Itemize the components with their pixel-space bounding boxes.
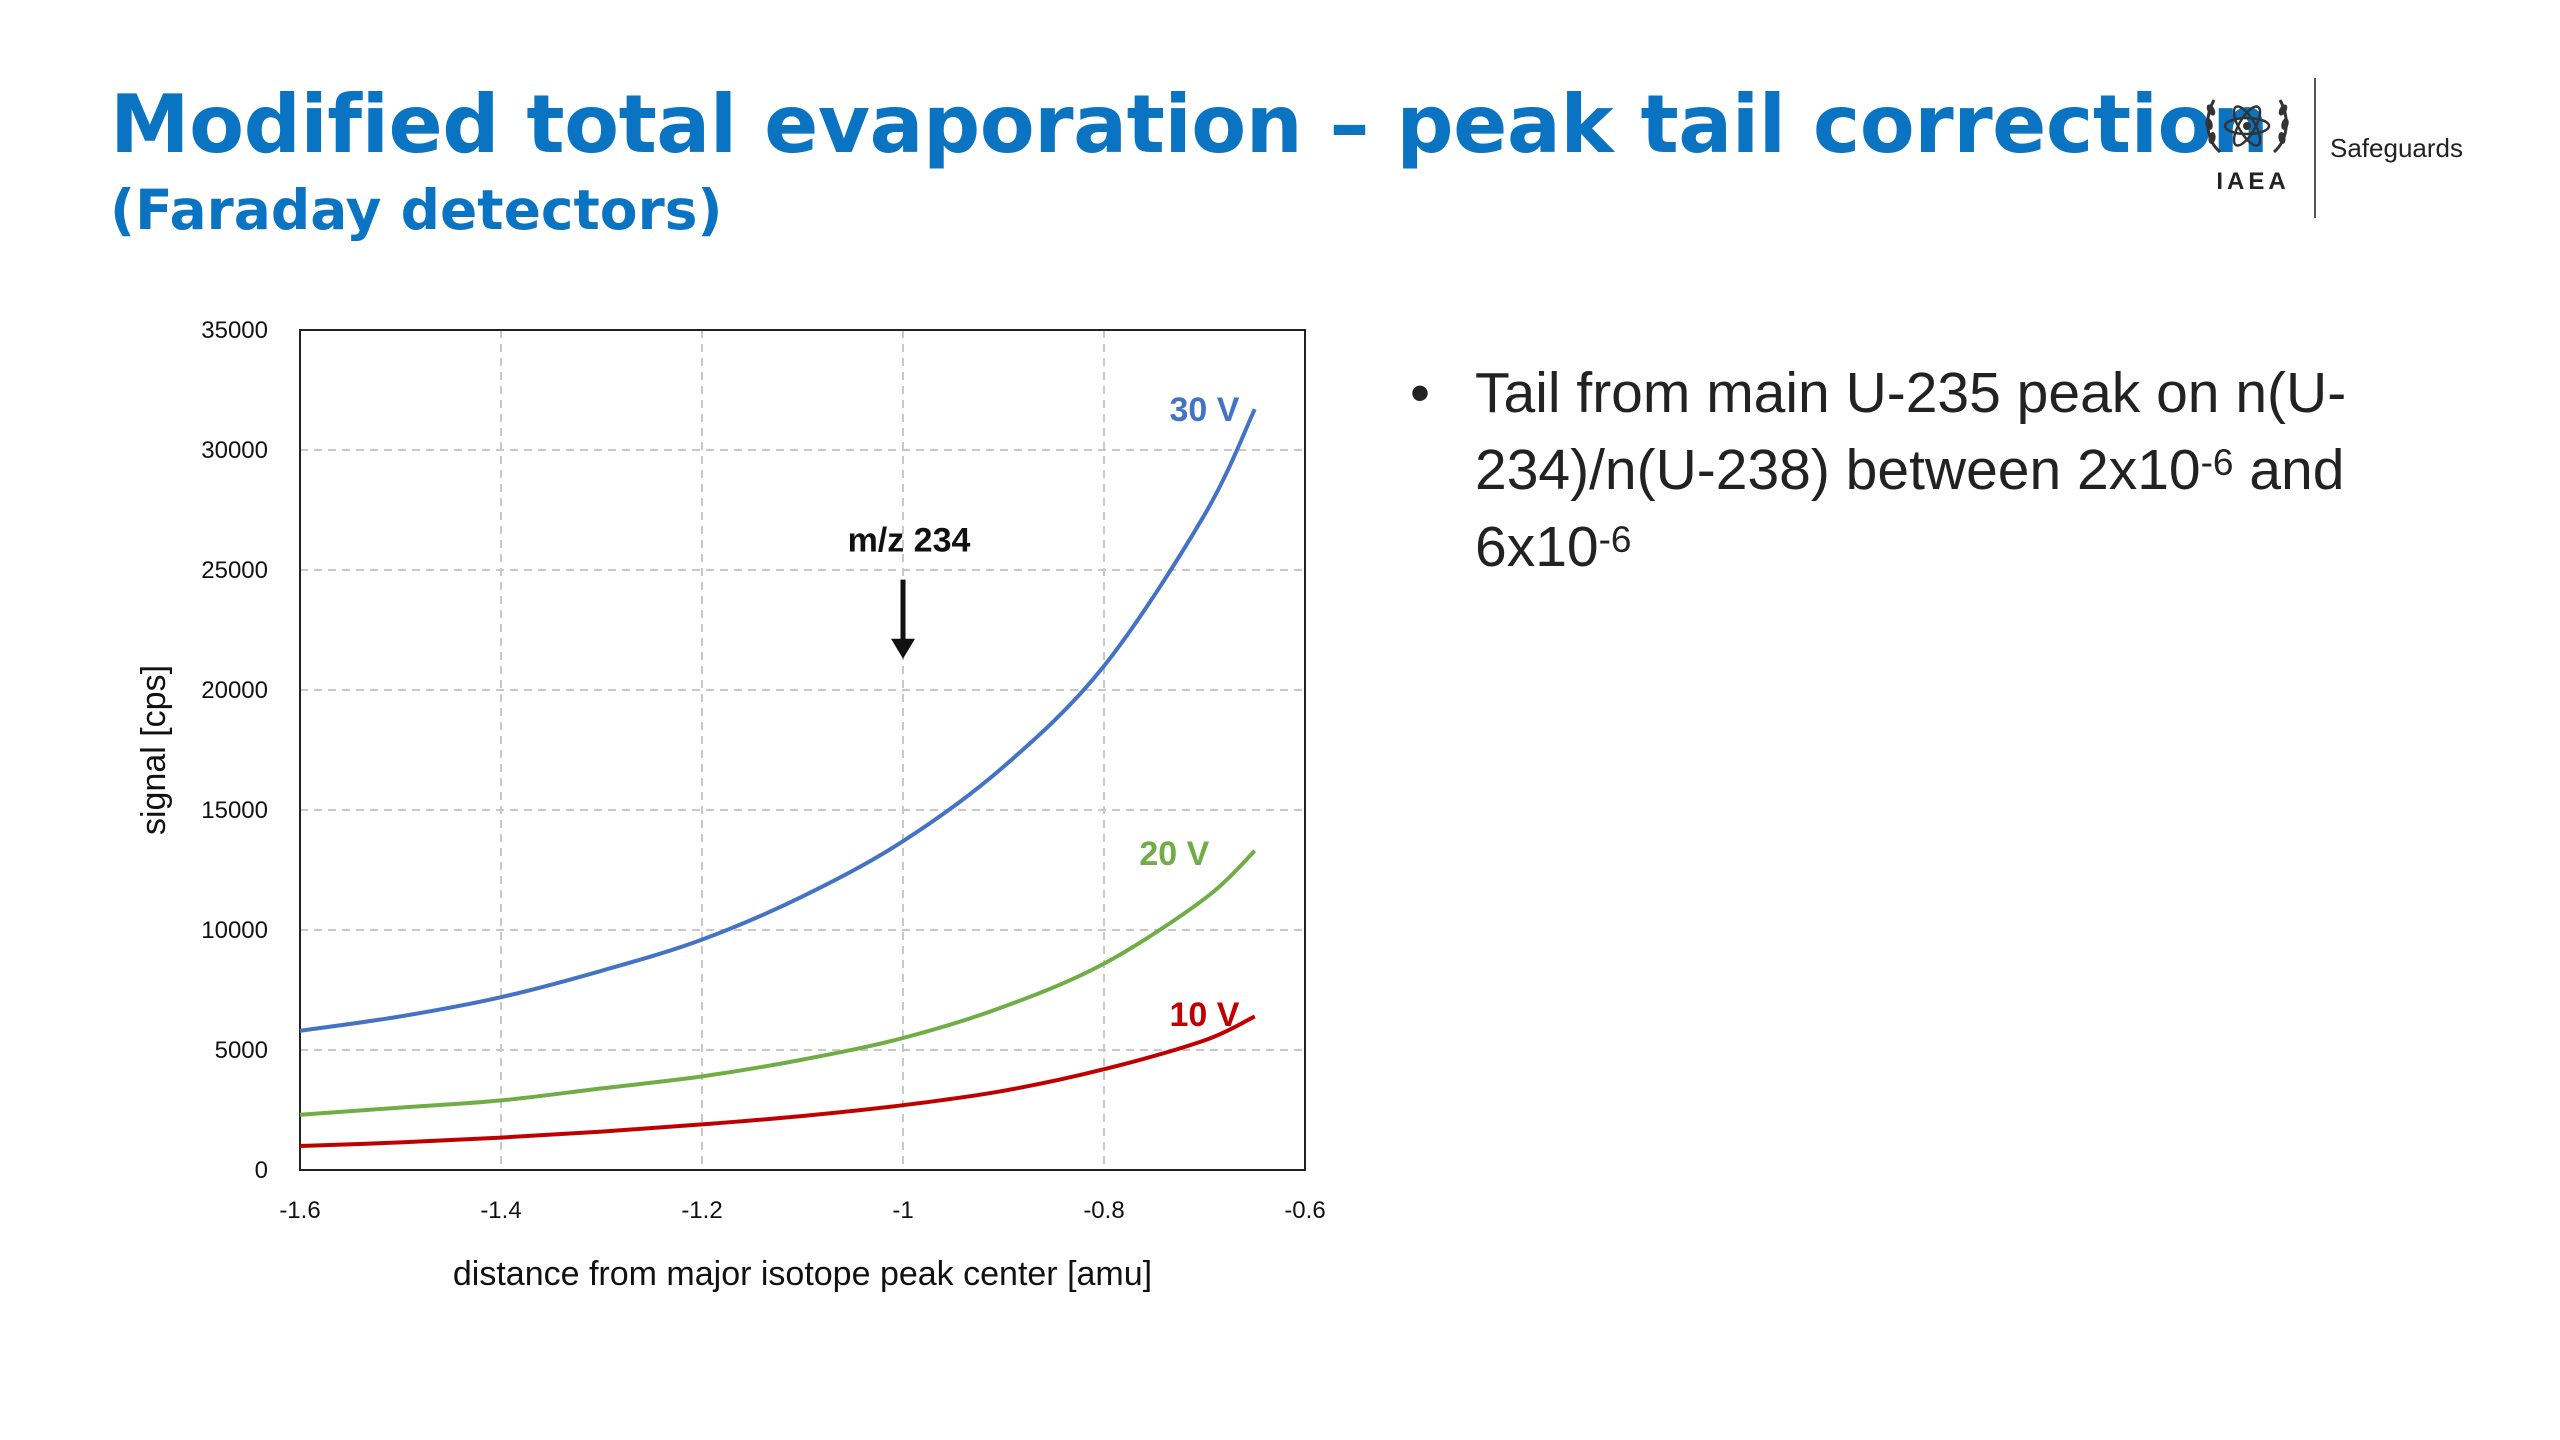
x-axis-label: distance from major isotope peak center … — [453, 1255, 1152, 1293]
y-tick-label: 0 — [255, 1157, 268, 1184]
y-tick-label: 30000 — [201, 437, 268, 464]
iaea-label: IAEA — [2216, 168, 2290, 195]
chart-gridlines — [299, 329, 1306, 1171]
superscript-exponent: -6 — [2200, 442, 2234, 483]
y-tick-label: 15000 — [201, 797, 268, 824]
y-tick-label: 5000 — [215, 1037, 268, 1064]
chart-annotation: m/z 234 — [848, 522, 971, 659]
series-line-30v — [299, 408, 1257, 1033]
annotation-label: m/z 234 — [848, 522, 971, 560]
x-tick-label: -0.8 — [1083, 1197, 1124, 1224]
peak-tail-chart: -1.6 -1.4 -1.2 -1 -0.8 -0.6 0 5000 10000 15000 200… — [135, 317, 1326, 1293]
bullet-text: and 6x10 — [1475, 438, 2345, 579]
bullet-text: Tail from main U-235 peak on n(U-234)/n(… — [1475, 361, 2347, 502]
y-tick-label: 20000 — [201, 677, 268, 704]
x-tick-label: -1.6 — [279, 1197, 320, 1224]
y-tick-label: 35000 — [201, 317, 268, 344]
superscript-exponent: -6 — [1598, 519, 1632, 560]
safeguards-label: Safeguards — [2330, 133, 2463, 163]
x-tick-label: -1 — [892, 1197, 913, 1224]
x-tick-label: -0.6 — [1284, 1197, 1325, 1224]
iaea-emblem-icon — [2205, 99, 2289, 154]
iaea-safeguards-logo: IAEA Safeguards — [2190, 78, 2490, 223]
bullet-list: • Tail from main U-235 peak on n(U-234)/n… — [1410, 355, 2490, 586]
series-label: 20 V — [1139, 835, 1209, 873]
logo-divider — [2314, 78, 2316, 218]
axis-tick-labels: -1.6 -1.4 -1.2 -1 -0.8 -0.6 0 5000 10000 15000 200… — [201, 317, 1325, 1224]
bullet-marker: • — [1410, 361, 1430, 425]
slide-subtitle: (Faraday detectors) — [110, 178, 723, 242]
x-tick-label: -1.4 — [480, 1197, 521, 1224]
y-tick-label: 10000 — [201, 917, 268, 944]
y-axis-label: signal [cps] — [135, 665, 173, 835]
plot-frame — [299, 329, 1306, 1171]
series-label: 30 V — [1170, 391, 1240, 429]
series-lines: 30 V 20 V 10 V — [299, 391, 1257, 1148]
y-tick-label: 25000 — [201, 557, 268, 584]
series-line-20v — [299, 849, 1257, 1117]
annotation-arrow-head — [891, 638, 915, 659]
bullet-item: • Tail from main U-235 peak on n(U-234)/n… — [1410, 355, 2490, 586]
series-line-10v — [299, 1014, 1256, 1148]
slide-title: Modified total evaporation – peak tail c… — [110, 78, 2269, 171]
x-tick-label: -1.2 — [681, 1197, 722, 1224]
series-label: 10 V — [1170, 996, 1240, 1034]
